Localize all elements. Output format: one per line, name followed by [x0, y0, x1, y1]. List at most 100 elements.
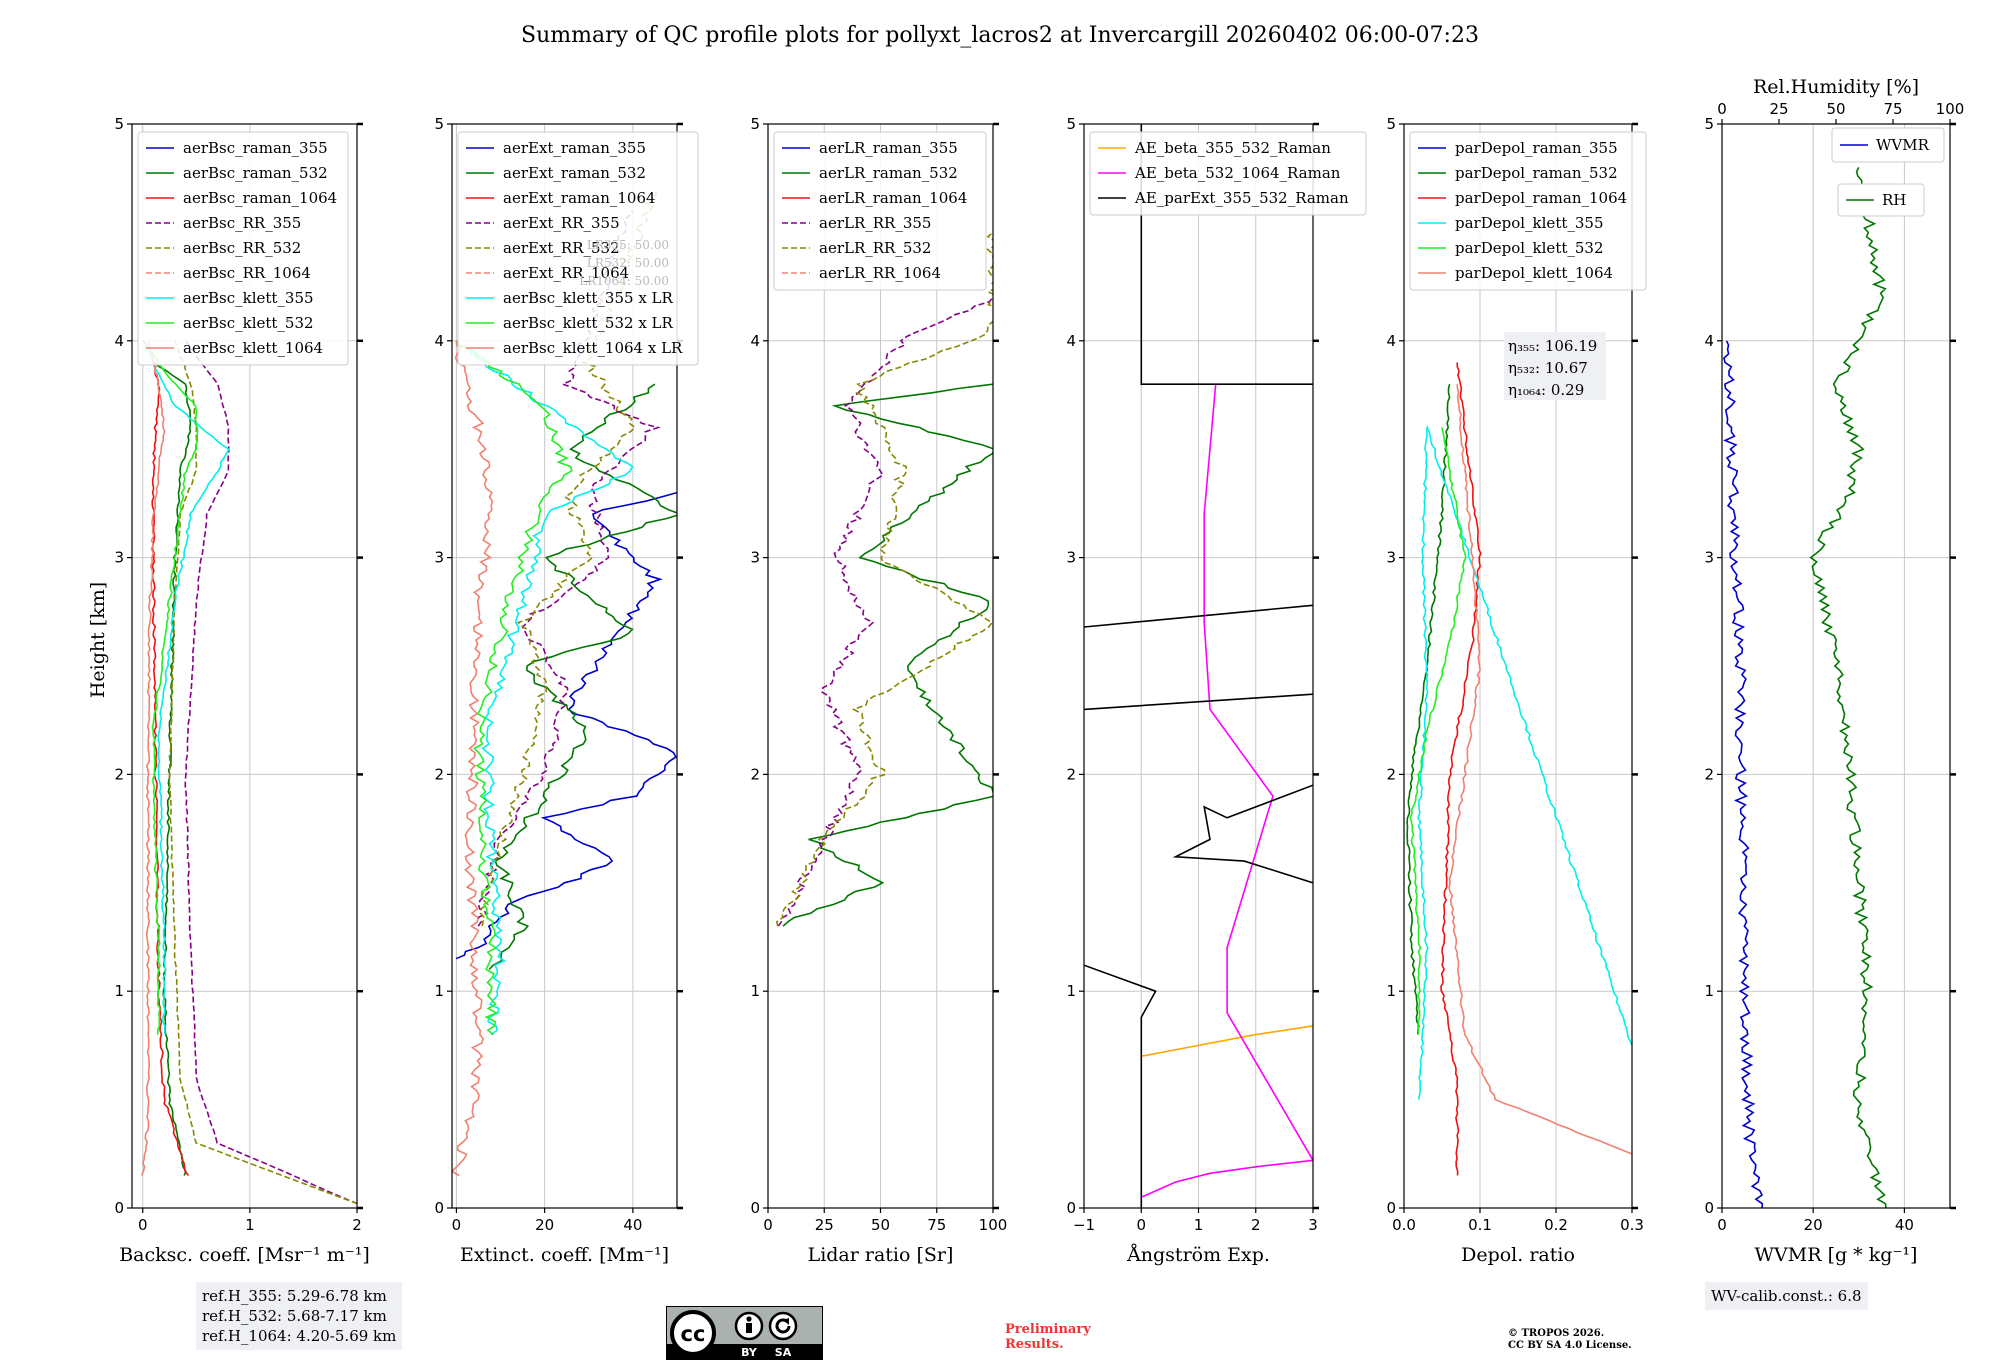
line-parDepol_klett_532 [1409, 427, 1467, 1035]
line-aerBsc_RR_532 [168, 340, 357, 1205]
ytick-label-wv-5: 5 [1704, 115, 1714, 133]
legend-label-bsc-2: aerBsc_raman_1064 [183, 189, 337, 207]
series-depol [1406, 362, 1632, 1176]
series-ext [452, 188, 677, 1177]
xtick-label-bsc-2: 2 [352, 1216, 362, 1234]
copyright-line-1: © TROPOS 2026. [1508, 1328, 1605, 1339]
wv-calib-box: WV-calib.const.: 6.8 [1705, 1282, 1868, 1310]
line-aerLR_RR_355 [777, 296, 993, 927]
line-aerBsc_klett_1064 [140, 340, 166, 1176]
sa-share-icon [768, 1311, 798, 1341]
xlabel-lr: Lidar ratio [Sr] [808, 1244, 954, 1266]
xlabel-ext: Extinct. coeff. [Mm⁻¹] [460, 1244, 669, 1266]
ytick-label-ext-3: 3 [434, 549, 444, 567]
xlabel-wv: WVMR [g * kg⁻¹] [1755, 1244, 1918, 1266]
ytick-label-depol-3: 3 [1386, 549, 1396, 567]
xtick-label-ae-2: 1 [1194, 1216, 1204, 1234]
legend-label-bsc-6: aerBsc_klett_355 [183, 289, 314, 307]
xtick-label-ae-4: 3 [1308, 1216, 1318, 1234]
legend-label-bsc-4: aerBsc_RR_532 [183, 239, 301, 257]
xtick-label-depol-0: 0.0 [1392, 1216, 1416, 1234]
xtick-label-lr-0: 0 [763, 1216, 773, 1234]
ytick-label-ext-0: 0 [434, 1199, 444, 1217]
sa-label: SA [775, 1346, 792, 1359]
svg-text:cc: cc [681, 1322, 706, 1346]
legend-box-bsc [137, 131, 349, 366]
legend-label-lr-0: aerLR_raman_355 [819, 139, 958, 157]
xtick-label-depol-1: 0.1 [1468, 1216, 1492, 1234]
legend-label-ae-0: AE_beta_355_532_Raman [1134, 139, 1331, 157]
xtick-label-bsc-0: 0 [138, 1216, 148, 1234]
ytick-label-bsc-3: 3 [114, 549, 124, 567]
legend-box-rh [1837, 183, 1925, 217]
ytick-label-ext-1: 1 [434, 982, 444, 1000]
line-parDepol_raman_532 [1406, 384, 1451, 1035]
ref-height-355: ref.H_355: 5.29-6.78 km [202, 1287, 387, 1305]
line-aerBsc_RR_355 [184, 340, 357, 1205]
line-AE_parExt_355_532_Raman-3 [1084, 604, 1313, 628]
line-aerBsc_raman_1064 [151, 362, 190, 1176]
series-wv [1722, 167, 1887, 1208]
ytick-label-lr-2: 2 [750, 765, 760, 783]
legend-label-depol-4: parDepol_klett_532 [1455, 239, 1604, 257]
legend-box-ae [1089, 131, 1367, 216]
xtick-label-ext-1: 20 [535, 1216, 554, 1234]
legend-label-bsc-1: aerBsc_raman_532 [183, 164, 328, 182]
eta-bg [1504, 332, 1606, 400]
ytick-label-ext-5: 5 [434, 115, 444, 133]
xtick-label-depol-3: 0.3 [1620, 1216, 1644, 1234]
ytick-label-depol-5: 5 [1386, 115, 1396, 133]
line-aerBsc_klett_1064 x LR [452, 340, 494, 1177]
ytick-label-lr-0: 0 [750, 1199, 760, 1217]
series-bsc [140, 340, 357, 1205]
legend-label-wvmr: WVMR [1876, 136, 1930, 154]
xtick-label-ae-0: −1 [1073, 1216, 1095, 1234]
xtick-label-bsc-1: 1 [245, 1216, 255, 1234]
legend-wvmr: WVMR [1831, 127, 1945, 163]
ytick-label-wv-0: 0 [1704, 1199, 1714, 1217]
xtick-label-ext-2: 40 [623, 1216, 642, 1234]
ytick-label-bsc-2: 2 [114, 765, 124, 783]
ytick-label-bsc-0: 0 [114, 1199, 124, 1217]
panel-bsc: 0 1 2 0 1 2 3 4 5 Backsc. coeff. [Msr⁻¹ m⁻¹] aerBs… [114, 115, 369, 1266]
xtick-label-lr-1: 25 [815, 1216, 834, 1234]
legend-label-ext-1: aerExt_raman_532 [503, 164, 646, 182]
legend-label-ext-8: aerBsc_klett_1064 x LR [503, 339, 683, 357]
legend-ae: AE_beta_355_532_Raman AE_beta_532_1064_Ra… [1089, 131, 1367, 216]
legend-label-depol-3: parDepol_klett_355 [1455, 214, 1604, 232]
line-AE_beta_355_532_Raman [1141, 1025, 1313, 1057]
panel-wv: 0 20 40 0 1 2 3 4 5 WVMR [g * kg⁻¹] 0 25 50 75 100 Rel.… [1704, 76, 1964, 1266]
preliminary-line-2: Results. [1005, 1337, 1064, 1352]
ref-heights-box: ref.H_355: 5.29-6.78 km ref.H_532: 5.68-… [196, 1282, 403, 1350]
ytick-label-wv-1: 1 [1704, 982, 1714, 1000]
panel-depol: 0.0 0.1 0.2 0.3 0 1 2 3 4 5 Depol. ratio parDepol_r… [1386, 115, 1647, 1266]
top-xtick-label-0: 0 [1717, 100, 1727, 118]
xlabel-ae: Ångström Exp. [1126, 1244, 1270, 1266]
line-parDepol_klett_355 [1417, 424, 1632, 1100]
legend-box-lr [773, 131, 987, 291]
ytick-label-depol-1: 1 [1386, 982, 1396, 1000]
axes-frame-ext [451, 123, 678, 1209]
top-xtick-label-1: 25 [1769, 100, 1788, 118]
ytick-label-lr-4: 4 [750, 332, 760, 350]
xtick-label-ae-3: 2 [1251, 1216, 1261, 1234]
copyright-note: © TROPOS 2026. CC BY SA 4.0 License. [1508, 1328, 1632, 1352]
line-AE_beta_532_1064_Raman [1140, 384, 1313, 1198]
legend-label-bsc-8: aerBsc_klett_1064 [183, 339, 323, 357]
legend-label-ext-4: aerExt_RR_532 [503, 239, 620, 257]
eta-label-1: η₅₃₂: 10.67 [1508, 359, 1588, 377]
by-label: BY [741, 1346, 758, 1359]
line-aerBsc_klett_532 [142, 340, 199, 1035]
ref-height-1064: ref.H_1064: 4.20-5.69 km [202, 1327, 397, 1345]
ytick-label-depol-2: 2 [1386, 765, 1396, 783]
line-parDepol_klett_1064 [1448, 384, 1632, 1155]
ytick-label-wv-2: 2 [1704, 765, 1714, 783]
line-aerBsc_raman_532 [152, 361, 192, 1176]
ytick-label-wv-3: 3 [1704, 549, 1714, 567]
line-aerExt_raman_532 [488, 383, 677, 971]
xlabel-depol: Depol. ratio [1461, 1244, 1575, 1266]
line-AE_parExt_355_532_Raman-2 [1084, 693, 1313, 711]
line-RH [1809, 167, 1887, 1208]
